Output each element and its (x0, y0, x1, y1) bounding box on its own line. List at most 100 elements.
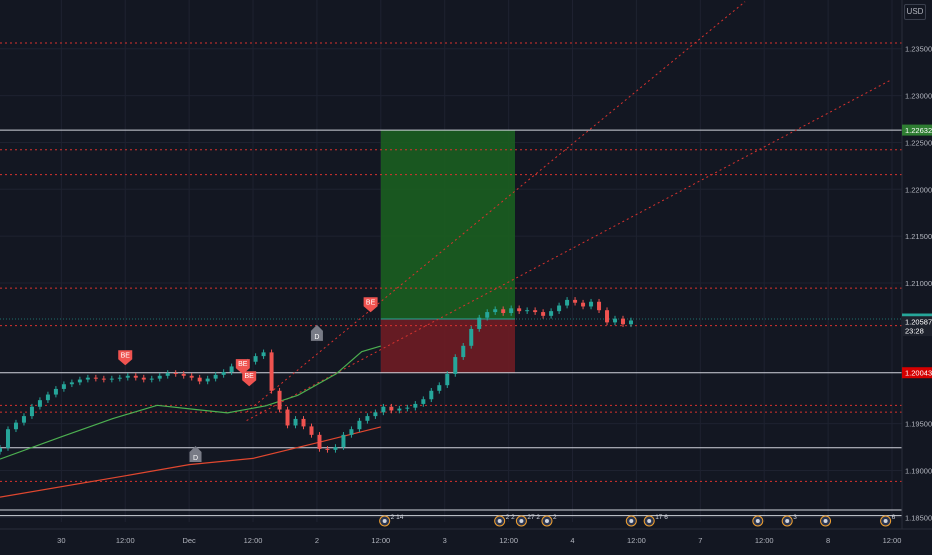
candle-body (213, 374, 218, 379)
candle-body (77, 379, 82, 383)
time-axis[interactable]: 30 12:00 Dec 12:00 2 12:00 3 12:00 4 12:00 7 12:00 8… (0, 528, 932, 550)
candle-body (13, 422, 18, 430)
event-count: 6 (892, 514, 896, 521)
profit-zone (380, 130, 516, 320)
signal-flag (235, 359, 250, 375)
signal-flag (242, 371, 257, 387)
time-tick-label: 30 (57, 536, 65, 545)
price-tick-label: 1.21000 (905, 279, 932, 288)
candle-body (365, 416, 370, 421)
price-label-box (902, 367, 932, 379)
candle-body (517, 308, 522, 312)
signal-flag (189, 446, 202, 463)
candle-body (373, 412, 378, 417)
signal-flag (363, 297, 378, 313)
time-tick-label: 4 (570, 536, 574, 545)
candle-body (301, 418, 306, 427)
candle-body (133, 375, 138, 378)
time-tick-label: 12:00 (499, 536, 518, 545)
price-label-text: 23:28 (905, 327, 924, 336)
time-tick-label: 2 (315, 536, 319, 545)
candle-body (501, 309, 506, 314)
horizontal-levels[interactable] (0, 42, 902, 517)
trendline (246, 78, 893, 421)
candle-body (421, 399, 426, 404)
time-tick-label: 3 (443, 536, 447, 545)
candle-body (628, 320, 633, 325)
candle-body (165, 372, 170, 376)
ma-slow-line (0, 426, 381, 498)
candle-body (5, 429, 10, 448)
event-icon-dot (382, 519, 387, 523)
price-tick-label: 1.23000 (905, 92, 932, 101)
price-label-text: 1.20587 (905, 318, 932, 327)
signal-label: D (314, 334, 319, 341)
price-tick-label: 1.21500 (905, 232, 932, 241)
price-axis[interactable]: 1.23500 1.23000 1.22500 1.22000 1.21500 1.210… (901, 0, 932, 550)
moving-averages (0, 345, 381, 498)
currency-badge[interactable]: USD (904, 4, 926, 20)
trendlines[interactable] (246, 1, 893, 421)
candle-body (29, 406, 34, 417)
signal-label: BE (121, 352, 131, 359)
event-count: 17 6 (655, 514, 668, 521)
time-axis-background (0, 529, 932, 550)
candle-body (85, 377, 90, 380)
time-tick-label: 12:00 (883, 536, 902, 545)
price-axis-background (902, 0, 932, 550)
candle-body (37, 400, 42, 407)
candle-body (597, 301, 602, 311)
candle-body (565, 299, 570, 306)
candle-body (573, 299, 578, 303)
time-tick-label: 12:00 (627, 536, 646, 545)
candle-body (317, 434, 322, 449)
candle-body (285, 409, 290, 426)
candle-body (117, 377, 122, 379)
event-count: 3 (793, 514, 797, 521)
event-count: 2 2 (506, 514, 515, 521)
candle-body (620, 318, 625, 325)
price-tick-label: 1.22500 (905, 138, 932, 147)
event-icon-dot (883, 519, 888, 523)
candle-body (93, 377, 98, 379)
candle-body (413, 403, 418, 408)
event-count: 2 14 (391, 514, 404, 521)
signal-flag (118, 350, 133, 366)
candle-body (493, 309, 498, 313)
candle-body (405, 407, 410, 409)
candle-body (605, 310, 610, 323)
candles (0, 297, 633, 455)
signal-flag (310, 324, 323, 341)
signal-label: D (193, 455, 198, 462)
event-icon-dot (785, 519, 790, 523)
candle-body (381, 406, 386, 413)
event-icon-dot (647, 519, 652, 523)
candle-body (173, 372, 178, 374)
price-label-text: 1.20043 (905, 369, 932, 378)
candle-body (253, 356, 258, 362)
candle-body (125, 375, 130, 378)
candle-body (525, 310, 530, 312)
candle-body (45, 394, 50, 401)
time-tick-label: 8 (826, 536, 830, 545)
candle-body (349, 429, 354, 435)
price-label-box (902, 316, 932, 328)
price-tick-label: 1.22000 (905, 185, 932, 194)
signal-markers: BE BE BE BE D D (118, 297, 378, 463)
candle-body (549, 311, 554, 316)
candle-body (269, 352, 274, 391)
event-icon-dot (755, 519, 760, 523)
candle-body (341, 434, 346, 448)
candle-body (437, 385, 442, 391)
price-tick-label: 1.23500 (905, 45, 932, 54)
candle-body (357, 420, 362, 430)
candle-body (461, 345, 466, 358)
time-tick-label: 12:00 (755, 536, 774, 545)
candle-body (53, 388, 58, 395)
signal-label: BE (245, 373, 255, 380)
candle-body (509, 308, 514, 314)
